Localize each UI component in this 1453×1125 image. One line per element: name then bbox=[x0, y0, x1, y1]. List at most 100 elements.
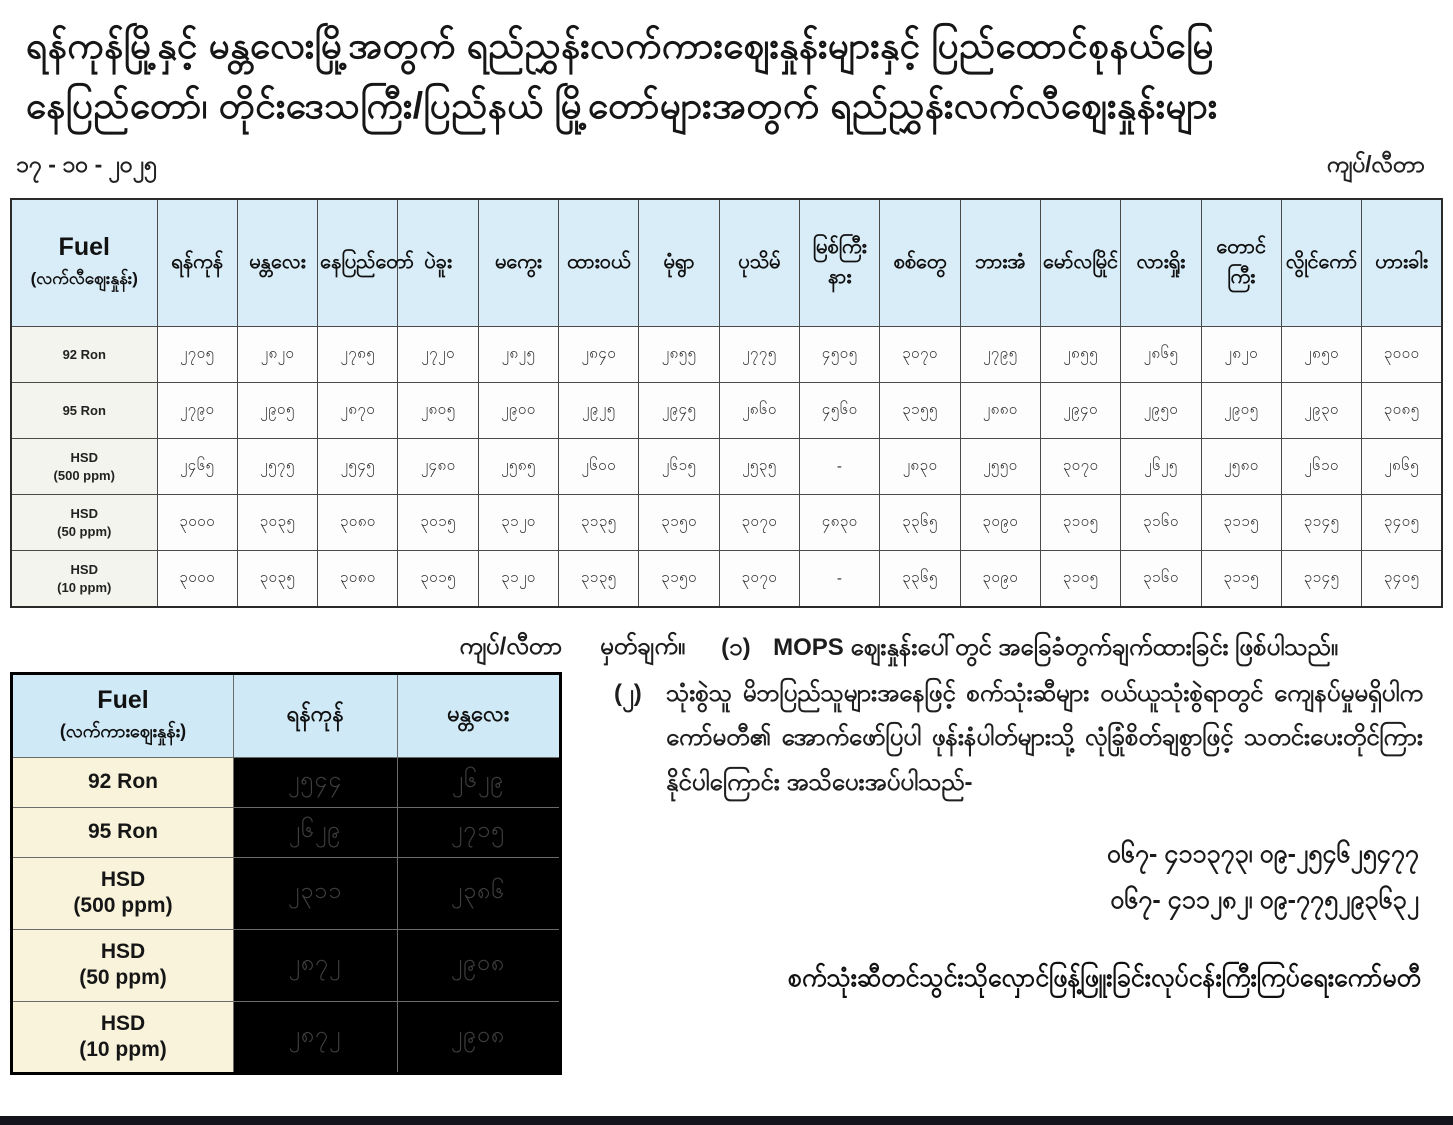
note-1-text: MOPS ဈေးနှုန်းပေါ်တွင် အခြေခံတွက်ချက်ထား… bbox=[773, 633, 1339, 661]
retail-cell-1-11: ၂၉၄၀ bbox=[1039, 382, 1122, 440]
wholesale-row-4: HSD (10 ppm) ၂၈၇၂ ၂၉၀၈ bbox=[11, 1000, 561, 1074]
retail-cell-4-1: ၃၀၃၅ bbox=[236, 550, 319, 608]
footer-bar bbox=[0, 1116, 1453, 1125]
retail-cell-1-9: ၃၁၅၅ bbox=[879, 382, 961, 440]
retail-cell-3-6: ၃၁၅၀ bbox=[638, 494, 720, 552]
retail-cell-4-10: ၃၀၉၀ bbox=[959, 550, 1041, 608]
retail-cell-3-13: ၃၁၁၅ bbox=[1200, 494, 1282, 552]
retail-cell-0-12: ၂၈၆၅ bbox=[1120, 326, 1202, 384]
retail-row-3: HSD (50 ppm) ၃၀၀၀ ၃၀၃၅ ၃၀၈၀ ၃၀၁၅ ၃၁၂၀ ၃၁၃၅ ၃၁၅၀၃… bbox=[10, 494, 1443, 552]
wholesale-table-body: 92 Ron ၂၅၄၄ ၂၆၂၉ 95 Ron ၂၆၂၉ ၂၇၁၅ HSD (500 ppm)… bbox=[11, 756, 561, 1074]
retail-cell-0-15: ၃၀၀၀ bbox=[1361, 326, 1443, 384]
retail-cell-3-8: ၄၈၃၀ bbox=[798, 494, 881, 552]
retail-row-4: HSD (10 ppm) ၃၀၀၀ ၃၀၃၅ ၃၀၈၀ ၃၀၁၅ ၃၁၂၀ ၃၁၃၅ ၃၁၅၀၃… bbox=[10, 550, 1443, 608]
wholesale-table-wrap: Fuel (လက်ကားဈေးနှုန်း) ရန်ကုန် မန္တလေး 92… bbox=[10, 671, 562, 1075]
retail-cell-1-3: ၂၈၀၅ bbox=[397, 382, 479, 440]
phone-numbers: ဝ၆၇- ၄၁၁၃၇၃၊ ဝ၉-၂၅၄၆၂၅၄၇၇ ဝ၆၇- ၄၁၁၂၈၂၊ ဝ… bbox=[614, 831, 1423, 924]
retail-cell-3-5: ၃၁၃၅ bbox=[558, 494, 640, 552]
retail-cell-0-13: ၂၈၂၀ bbox=[1200, 326, 1282, 384]
retail-cell-1-5: ၂၉၂၅ bbox=[558, 382, 640, 440]
retail-cell-2-10: ၂၅၅၀ bbox=[959, 438, 1041, 496]
wholesale-cell-3-1: ၂၉၀၈ bbox=[396, 928, 561, 1002]
meta-row: ၁၇ - ၁၀ - ၂၀၂၅ ကျပ်/လီတာ bbox=[0, 136, 1453, 194]
retail-cell-3-11: ၃၁၀၅ bbox=[1039, 494, 1122, 552]
retail-cell-1-7: ၂၈၆၀ bbox=[718, 382, 801, 440]
retail-city-header-2: နေပြည်တော် bbox=[317, 198, 414, 328]
retail-table-header: Fuel (လက်လီဈေးနှုန်း) ရန်ကုန် မန္တလေး နေပြ… bbox=[10, 198, 1443, 328]
retail-cell-2-13: ၂၅၈၀ bbox=[1200, 438, 1282, 496]
retail-cell-0-8: ၄၅၀၅ bbox=[798, 326, 881, 384]
retail-row-label-4: HSD (10 ppm) bbox=[10, 550, 158, 608]
retail-cell-4-4: ၃၁၂၀ bbox=[477, 550, 560, 608]
retail-cell-3-9: ၃၃၆၅ bbox=[879, 494, 961, 552]
note-2-text: သုံးစွဲသူ မိဘပြည်သူများအနေဖြင့် စက်သုံးဆ… bbox=[666, 679, 1423, 796]
date-label: ၁၇ - ၁၀ - ၂၀၂၅ bbox=[16, 150, 158, 177]
retail-city-header-1: မန္တလေး bbox=[236, 198, 319, 328]
wholesale-fuel-header-cell: Fuel (လက်ကားဈေးနှုန်း) bbox=[11, 672, 234, 758]
retail-cell-1-13: ၂၉၀၅ bbox=[1200, 382, 1282, 440]
phone-line-1: ဝ၆၇- ၄၁၁၃၇၃၊ ဝ၉-၂၅၄၆၂၅၄၇၇ bbox=[1106, 840, 1419, 869]
note-item-2: (၂) သုံးစွဲသူ မိဘပြည်သူများအနေဖြင့် စက်သ… bbox=[614, 672, 1423, 805]
retail-city-header-12: လားရှိုး bbox=[1120, 198, 1202, 328]
retail-cell-2-9: ၂၈၃၀ bbox=[879, 438, 961, 496]
retail-fuel-header-title: Fuel bbox=[58, 233, 110, 262]
retail-cell-0-2: ၂၇၈၅ bbox=[317, 326, 399, 384]
wholesale-row-2: HSD (500 ppm) ၂၃၁၁ ၂၃၈၆ bbox=[11, 856, 561, 930]
retail-city-header-14: လွိုင်ကော် bbox=[1280, 198, 1363, 328]
wholesale-cell-2-1: ၂၃၈၆ bbox=[396, 856, 561, 930]
retail-cell-4-13: ၃၁၁၅ bbox=[1200, 550, 1282, 608]
wholesale-row-3: HSD (50 ppm) ၂၈၇၂ ၂၉၀၈ bbox=[11, 928, 561, 1002]
unit-label-top: ကျပ်/လီတာ bbox=[1326, 150, 1425, 177]
committee-name: စက်သုံးဆီတင်သွင်းသိုလှောင်ဖြန့်ဖြူးခြင်း… bbox=[787, 963, 1421, 992]
note-2-number: (၂) bbox=[614, 679, 642, 707]
retail-cell-4-15: ၃၄၀၅ bbox=[1361, 550, 1443, 608]
retail-cell-2-6: ၂၆၁၅ bbox=[638, 438, 720, 496]
retail-cell-0-14: ၂၈၅၀ bbox=[1280, 326, 1363, 384]
retail-cell-0-4: ၂၈၂၅ bbox=[477, 326, 560, 384]
retail-cell-3-2: ၃၀၈၀ bbox=[317, 494, 399, 552]
note-item-1: (၁) MOPS ဈေးနှုန်းပေါ်တွင် အခြေခံတွက်ချက… bbox=[721, 630, 1423, 666]
title-line-1: ရန်ကုန်မြို့နှင့် မန္တလေးမြို့အတွက် ရည်ည… bbox=[26, 25, 1215, 66]
wholesale-row-label-3: HSD (50 ppm) bbox=[11, 928, 234, 1002]
wholesale-table-header: Fuel (လက်ကားဈေးနှုန်း) ရန်ကုန် မန္တလေး bbox=[11, 672, 561, 758]
retail-cell-4-9: ၃၃၆၅ bbox=[879, 550, 961, 608]
page-title: ရန်ကုန်မြို့နှင့် မန္တလေးမြို့အတွက် ရည်ည… bbox=[0, 0, 1453, 136]
retail-city-header-4: မကွေး bbox=[477, 198, 560, 328]
wholesale-cell-1-0: ၂၆၂၉ bbox=[233, 806, 398, 858]
retail-cell-3-0: ၃၀၀၀ bbox=[156, 494, 238, 552]
retail-cell-1-0: ၂၇၉၀ bbox=[156, 382, 238, 440]
retail-cell-4-0: ၃၀၀၀ bbox=[156, 550, 238, 608]
retail-table-body: 92 Ron ၂၇၀၅ ၂၈၂၀ ၂၇၈၅ ၂၇၂၀ ၂၈၂၅ ၂၈၄၀ ၂၈၅၅ ၂၇၇၅ ၄၅… bbox=[10, 326, 1443, 608]
wholesale-row-1: 95 Ron ၂၆၂၉ ၂၇၁၅ bbox=[11, 806, 561, 858]
wholesale-row-label-2: HSD (500 ppm) bbox=[11, 856, 234, 930]
retail-cell-4-12: ၃၁၆၀ bbox=[1120, 550, 1202, 608]
wholesale-fuel-header-title: Fuel bbox=[97, 685, 149, 714]
retail-cell-2-5: ၂၆၀၀ bbox=[558, 438, 640, 496]
retail-city-header-0: ရန်ကုန် bbox=[156, 198, 238, 328]
retail-cell-2-7: ၂၅၃၅ bbox=[718, 438, 801, 496]
retail-fuel-header-subtitle: (လက်လီဈေးနှုန်း) bbox=[30, 269, 138, 289]
notes-heading: မှတ်ချက်။ bbox=[600, 632, 686, 660]
retail-city-header-13: တောင်ကြီး bbox=[1200, 198, 1282, 328]
note-1-number: (၁) bbox=[721, 633, 751, 661]
retail-cell-3-12: ၃၁၆၀ bbox=[1120, 494, 1202, 552]
retail-cell-2-3: ၂၄၈၀ bbox=[397, 438, 479, 496]
retail-city-header-10: ဘားအံ bbox=[959, 198, 1041, 328]
wholesale-row-0: 92 Ron ၂၅၄၄ ၂၆၂၉ bbox=[11, 756, 561, 808]
wholesale-price-table: Fuel (လက်ကားဈေးနှုန်း) ရန်ကုန် မန္တလေး 92… bbox=[10, 671, 562, 1075]
wholesale-fuel-header-subtitle: (လက်ကားဈေးနှုန်း) bbox=[59, 720, 187, 741]
retail-city-header-8: မြစ်ကြီးနား bbox=[798, 198, 881, 328]
retail-cell-4-11: ၃၁၀၅ bbox=[1039, 550, 1122, 608]
retail-cell-4-7: ၃၀၇၀ bbox=[718, 550, 801, 608]
retail-cell-1-1: ၂၉၀၅ bbox=[236, 382, 319, 440]
retail-cell-1-4: ၂၉၀၀ bbox=[477, 382, 560, 440]
retail-cell-3-4: ၃၁၂၀ bbox=[477, 494, 560, 552]
wholesale-cell-0-1: ၂၆၂၉ bbox=[396, 756, 561, 808]
retail-cell-4-6: ၃၁၅၀ bbox=[638, 550, 720, 608]
retail-cell-0-3: ၂၇၂၀ bbox=[397, 326, 479, 384]
title-line-2: နေပြည်တော်၊ တိုင်းဒေသကြီး/ပြည်နယ် မြို့တ… bbox=[26, 84, 1218, 126]
retail-price-table: Fuel (လက်လီဈေးနှုန်း) ရန်ကုန် မန္တလေး နေပြ… bbox=[10, 197, 1443, 608]
retail-row-2: HSD (500 ppm) ၂၄၆၅ ၂၅၇၅ ၂၅၄၅ ၂၄၈၀ ၂၅၈၅ ၂၆၀၀ ၂၆၁၅… bbox=[10, 438, 1443, 496]
retail-cell-2-8: - bbox=[798, 438, 881, 496]
retail-row-label-3: HSD (50 ppm) bbox=[10, 494, 158, 552]
